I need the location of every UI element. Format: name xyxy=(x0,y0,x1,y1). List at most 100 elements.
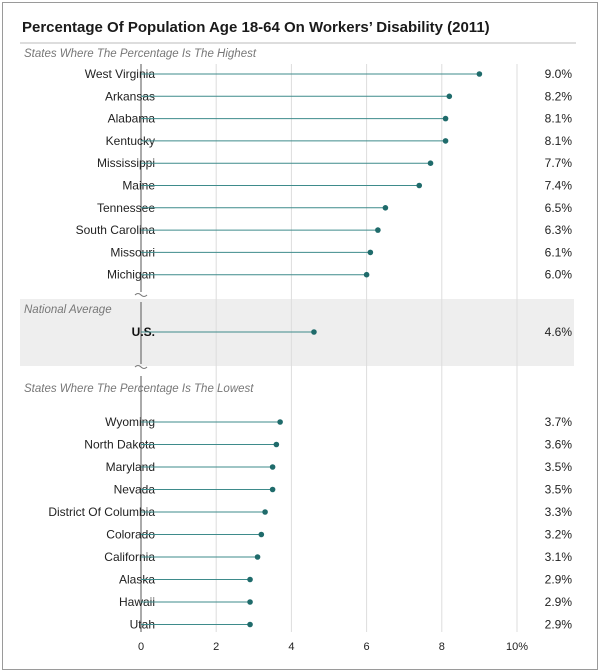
row-label: California xyxy=(104,550,155,564)
row-label: South Carolina xyxy=(76,223,156,237)
x-tick-label: 0 xyxy=(138,641,144,653)
data-row: Alabama 8.1% xyxy=(108,112,573,126)
lollipop-dot xyxy=(258,531,265,538)
data-label: 3.2% xyxy=(545,528,573,542)
row-label: Alaska xyxy=(119,573,155,587)
data-label: 6.0% xyxy=(545,268,573,282)
chart-title: Percentage Of Population Age 18-64 On Wo… xyxy=(22,19,490,36)
lollipop-dot xyxy=(427,160,434,166)
row-label: Mississippi xyxy=(97,156,155,170)
data-label: 6.3% xyxy=(545,223,573,237)
lollipop-dot xyxy=(363,271,370,278)
lollipop-dot xyxy=(277,419,283,425)
row-label: Hawaii xyxy=(119,595,155,609)
y-axis xyxy=(134,64,148,632)
data-row: Utah 2.9% xyxy=(130,618,573,632)
data-row: Colorado 3.2% xyxy=(106,528,572,542)
lollipop-dot xyxy=(247,599,253,605)
data-row: Alaska 2.9% xyxy=(119,573,572,587)
lollipop-dot xyxy=(269,486,276,493)
section-heading: States Where The Percentage Is The Lowes… xyxy=(24,383,254,395)
lollipop-dot xyxy=(367,249,374,256)
row-label: Kentucky xyxy=(106,134,155,148)
lollipop-dot xyxy=(382,205,389,211)
lollipop-dot xyxy=(476,71,483,77)
data-row: Missouri 6.1% xyxy=(110,245,572,259)
gridlines xyxy=(215,64,518,632)
data-label: 7.4% xyxy=(545,179,573,193)
row-label: Alabama xyxy=(108,112,156,126)
data-label: 8.1% xyxy=(545,112,573,126)
row-label: Michigan xyxy=(107,268,155,282)
data-row: Nevada 3.5% xyxy=(114,483,573,497)
lollipop-dot xyxy=(416,182,423,189)
rows: West Virginia 9.0% Arkansas 8.2% Alabama 8.1%… xyxy=(48,67,572,632)
data-row: South Carolina 6.3% xyxy=(76,223,573,237)
lollipop-dot xyxy=(273,441,280,448)
row-label: Colorado xyxy=(106,528,155,542)
data-row: Maryland 3.5% xyxy=(106,460,573,474)
section-headings: States Where The Percentage Is The Highe… xyxy=(24,48,257,395)
lollipop-dot xyxy=(247,576,253,583)
lollipop-dot xyxy=(442,138,449,144)
lollipop-dot xyxy=(262,509,268,515)
data-row: California 3.1% xyxy=(104,550,572,564)
row-label: Nevada xyxy=(114,483,156,497)
data-row: Wyoming 3.7% xyxy=(105,415,572,429)
section-heading: States Where The Percentage Is The Highe… xyxy=(24,48,257,60)
data-row: Mississippi 7.7% xyxy=(97,156,572,170)
section-heading: National Average xyxy=(24,304,112,316)
row-label: Maryland xyxy=(106,460,155,474)
data-row: Hawaii 2.9% xyxy=(119,595,572,609)
data-label: 8.2% xyxy=(545,89,573,103)
row-label: Maine xyxy=(122,179,155,193)
data-label: 6.5% xyxy=(545,201,573,215)
data-label: 3.6% xyxy=(545,438,573,452)
lollipop-dot xyxy=(247,621,253,628)
row-label: District Of Columbia xyxy=(48,505,155,519)
lollipop-dot xyxy=(311,329,317,335)
axis-break-mark xyxy=(134,293,148,297)
data-label: 2.9% xyxy=(545,595,573,609)
data-label: 3.7% xyxy=(545,415,573,429)
data-label: 3.3% xyxy=(545,505,573,519)
data-row: U.S. 4.6% xyxy=(132,325,573,339)
x-tick-label: 8 xyxy=(439,641,445,653)
data-label: 2.9% xyxy=(545,573,573,587)
row-label: West Virginia xyxy=(85,67,156,81)
data-label: 9.0% xyxy=(545,67,573,81)
lollipop-dot xyxy=(446,93,453,100)
data-label: 3.5% xyxy=(545,460,573,474)
data-row: Michigan 6.0% xyxy=(107,268,572,282)
lollipop-dot xyxy=(442,115,449,122)
lollipop-dot xyxy=(269,464,276,470)
row-label: Wyoming xyxy=(105,415,155,429)
data-label: 3.5% xyxy=(545,483,573,497)
data-label: 8.1% xyxy=(545,134,573,148)
row-label: Arkansas xyxy=(105,89,155,103)
data-row: District Of Columbia 3.3% xyxy=(48,505,572,519)
row-label: Tennessee xyxy=(97,201,155,215)
lollipop-dot xyxy=(254,554,261,560)
data-row: North Dakota 3.6% xyxy=(84,438,572,452)
data-label: 4.6% xyxy=(545,325,573,339)
x-tick-label: 10% xyxy=(506,641,528,653)
data-row: Arkansas 8.2% xyxy=(105,89,572,103)
data-label: 2.9% xyxy=(545,618,573,632)
x-axis-ticks: 0 2 4 6 8 10% xyxy=(138,641,528,653)
axis-break-mark xyxy=(134,365,148,369)
x-tick-label: 2 xyxy=(213,641,219,653)
data-label: 3.1% xyxy=(545,550,573,564)
row-label: North Dakota xyxy=(84,438,155,452)
data-row: Maine 7.4% xyxy=(122,179,572,193)
row-label: Missouri xyxy=(110,245,155,259)
data-row: Kentucky 8.1% xyxy=(106,134,573,148)
data-row: West Virginia 9.0% xyxy=(85,67,573,81)
data-label: 7.7% xyxy=(545,156,573,170)
lollipop-dot xyxy=(375,227,381,233)
x-tick-label: 6 xyxy=(364,641,370,653)
x-tick-label: 4 xyxy=(288,641,294,653)
data-label: 6.1% xyxy=(545,245,573,259)
data-row: Tennessee 6.5% xyxy=(97,201,572,215)
